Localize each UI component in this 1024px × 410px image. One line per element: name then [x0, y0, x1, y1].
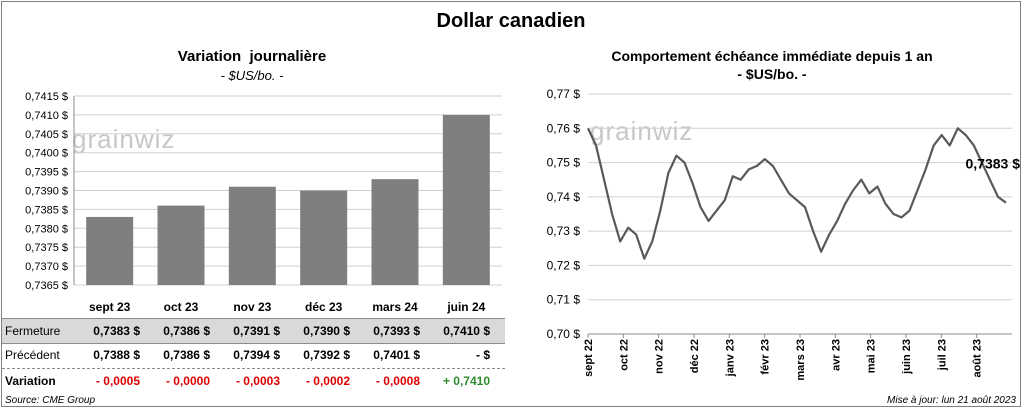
- x-tick-label: déc 23: [305, 300, 343, 314]
- x-tick-label: mars 23: [795, 339, 807, 381]
- table-cell: 0,7386 $: [163, 324, 210, 338]
- bar-chart: 0,7365 $ 0,7370 $ 0,7375 $ 0,7380 $ 0,7385 $…: [25, 91, 502, 314]
- y-tick-label: 0,76 $: [547, 121, 581, 135]
- right-chart-title: Comportement échéance immédiate depuis 1…: [611, 48, 933, 64]
- table-cell: - 0,0008: [375, 374, 420, 388]
- bar: [157, 205, 205, 285]
- table-cell: - $: [475, 348, 490, 362]
- left-chart-subtitle: - $US/bo. -: [220, 68, 284, 83]
- last-value-label: 0,7383 $: [966, 156, 1021, 172]
- bar: [300, 190, 348, 285]
- y-tick-label: 0,7405 $: [25, 129, 68, 141]
- table-cell: 0,7393 $: [373, 324, 420, 338]
- x-tick-label: août 23: [972, 339, 984, 378]
- table-cell: - 0,0002: [305, 374, 350, 388]
- bar: [86, 216, 134, 285]
- table-row-fermeture: Fermeture 0,7383 $ 0,7386 $ 0,7391 $ 0,7…: [2, 318, 505, 344]
- bar: [228, 186, 276, 285]
- table-row-precedent: Précédent 0,7388 $ 0,7386 $ 0,7394 $ 0,7…: [2, 343, 505, 367]
- row-label: Précédent: [5, 348, 60, 362]
- y-tick-label: 0,75 $: [547, 156, 581, 170]
- table-cell: - 0,0005: [95, 374, 140, 388]
- y-tick-label: 0,7390 $: [25, 186, 68, 198]
- y-tick-label: 0,7385 $: [25, 204, 68, 216]
- y-tick-label: 0,71 $: [547, 293, 581, 307]
- x-tick-label: juin 24: [446, 300, 485, 314]
- table-cell: 0,7390 $: [303, 324, 350, 338]
- y-tick-label: 0,7365 $: [25, 280, 68, 292]
- right-chart-subtitle: - $US/bo. -: [737, 66, 807, 82]
- x-tick-label: sept 23: [89, 300, 131, 314]
- table-cell: - 0,0003: [235, 374, 280, 388]
- table-cell: + 0,7410: [442, 374, 490, 388]
- y-tick-label: 0,72 $: [547, 258, 581, 272]
- table-cell: - 0,0000: [165, 374, 210, 388]
- bar: [371, 179, 419, 285]
- x-tick-label: nov 23: [233, 300, 271, 314]
- y-tick-label: 0,70 $: [547, 327, 581, 341]
- y-tick-label: 0,7375 $: [25, 242, 68, 254]
- y-tick-label: 0,7415 $: [25, 91, 68, 103]
- x-tick-label: déc 22: [689, 339, 701, 373]
- watermark-right: grainwiz: [590, 116, 694, 146]
- table-cell: 0,7386 $: [163, 348, 210, 362]
- x-tick-label: avr 23: [830, 339, 842, 371]
- source-note: Source: CME Group: [5, 395, 96, 406]
- table-row-variation: Variation - 0,0005 - 0,0000 - 0,0003 - 0…: [2, 368, 505, 393]
- watermark-left: grainwiz: [72, 124, 176, 154]
- table-cell: 0,7394 $: [233, 348, 280, 362]
- update-note: Mise à jour: lun 21 août 2023: [887, 395, 1016, 406]
- row-label: Fermeture: [5, 324, 61, 338]
- bar: [442, 114, 490, 286]
- table-cell: 0,7391 $: [233, 324, 280, 338]
- left-chart-title: Variation journalière: [177, 48, 327, 65]
- y-tick-label: 0,7400 $: [25, 148, 68, 160]
- line-chart: 0,70 $ 0,71 $ 0,72 $ 0,73 $ 0,74 $ 0,75 $ 0,76…: [547, 87, 1021, 381]
- x-tick-label: mai 23: [866, 339, 878, 373]
- x-tick-label: juin 23: [901, 339, 913, 375]
- table-cell: 0,7410 $: [443, 324, 490, 338]
- x-tick-label: sept 22: [583, 339, 595, 377]
- x-tick-label: janv 23: [724, 339, 736, 377]
- y-tick-label: 0,73 $: [547, 224, 581, 238]
- y-tick-label: 0,7395 $: [25, 167, 68, 179]
- table-cell: 0,7388 $: [93, 348, 140, 362]
- x-tick-label: oct 22: [618, 339, 630, 371]
- y-tick-label: 0,7410 $: [25, 110, 68, 122]
- y-tick-label: 0,74 $: [547, 190, 581, 204]
- x-tick-label: juil 23: [936, 339, 948, 371]
- y-tick-label: 0,7380 $: [25, 223, 68, 235]
- table-cell: 0,7401 $: [373, 348, 420, 362]
- row-label: Variation: [5, 374, 56, 388]
- x-tick-label: févr 23: [760, 339, 772, 374]
- x-tick-label: oct 23: [164, 300, 199, 314]
- x-tick-label: mars 24: [372, 300, 418, 314]
- page-title: Dollar canadien: [436, 10, 586, 32]
- y-tick-label: 0,7370 $: [25, 261, 68, 273]
- y-tick-label: 0,77 $: [547, 87, 581, 101]
- table-cell: 0,7392 $: [303, 348, 350, 362]
- x-tick-label: nov 22: [654, 339, 666, 374]
- table-cell: 0,7383 $: [93, 324, 140, 338]
- price-series-line: [587, 127, 1007, 260]
